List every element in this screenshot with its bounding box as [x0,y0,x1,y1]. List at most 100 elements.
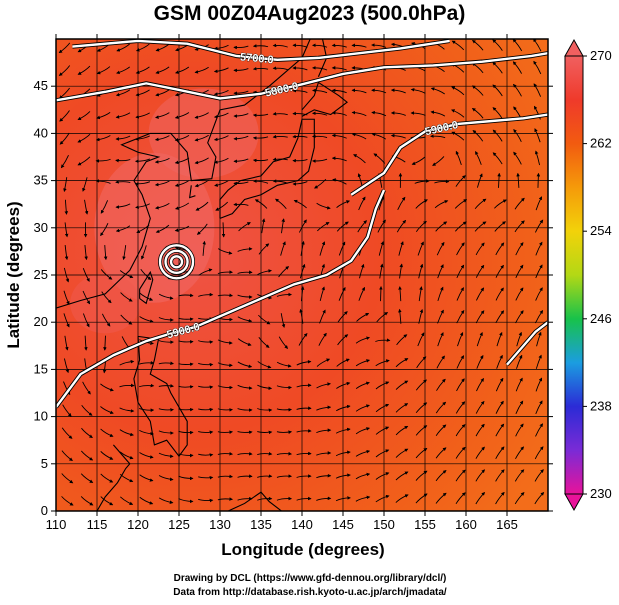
wind-vector [476,332,483,347]
wind-vector [455,446,466,459]
wind-vector [371,43,387,48]
wind-vector [64,222,69,238]
wind-vector [318,332,327,346]
wind-vector [515,400,524,414]
wind-vector [158,384,174,388]
wind-vector [455,175,466,187]
wind-vector [455,424,466,437]
wind-vector [257,474,273,478]
wind-vector [237,247,253,252]
wind-vector [237,384,253,390]
wind-vector [513,151,522,165]
contour-line [350,113,548,196]
wind-vector [512,61,522,74]
wind-vector [436,241,445,256]
coastline [301,81,348,117]
wind-vector [375,403,390,413]
wind-vector [497,172,501,188]
wind-vector [534,105,541,120]
wind-vector [331,43,347,48]
wind-vector [316,382,331,389]
wind-vector [116,43,130,52]
wind-vector [276,496,292,501]
wind-vector [375,472,390,480]
wind-vector [355,472,371,480]
wind-vector [174,180,190,187]
wind-vector [418,308,424,324]
wind-vector [275,198,287,210]
wind-vector [331,156,347,162]
wind-vector [84,245,88,261]
wind-vector [276,430,293,434]
wind-vector [456,264,465,279]
wind-vector [319,286,325,302]
wind-vector [534,128,541,143]
wind-vector [139,360,155,365]
wind-vector [411,156,426,165]
wind-vector [476,354,484,369]
wind-vector [233,181,249,186]
wind-vector [335,450,351,457]
wind-vector [82,313,90,328]
wind-vector [237,270,253,274]
wind-vector [77,133,91,143]
wind-vector [456,287,464,301]
wind-vector [475,310,485,324]
x-tick-label: 155 [414,517,436,532]
wind-vector [535,423,544,437]
wind-vector [276,385,292,390]
wind-vector [64,335,69,351]
wind-vector [139,316,154,323]
wind-vector [257,408,273,412]
wind-vector [432,156,445,166]
wind-vector [476,377,484,392]
wind-vector [298,219,307,233]
wind-vector [316,473,332,479]
y-axis-label: Latitude (degrees) [4,201,23,348]
y-tick-label: 5 [41,456,48,471]
wind-vector [533,83,542,97]
wind-vector [332,178,347,185]
wind-vector [495,446,505,459]
wind-vector [375,338,391,342]
wind-vector [134,158,151,164]
wind-vector [213,135,229,142]
wind-vector [375,359,390,367]
wind-vector [418,286,423,302]
wind-vector [80,450,94,461]
wind-vector [120,314,133,325]
wind-vector [233,202,249,207]
wind-vector [115,203,131,209]
wind-vector [316,496,332,501]
wind-vector [312,88,328,94]
wind-vector [141,245,147,260]
wind-vector [454,221,467,232]
x-tick-label: 140 [291,517,313,532]
wind-vector [375,494,390,503]
wind-vector [237,361,253,369]
wind-vector [81,427,93,438]
x-tick-label: 135 [250,517,272,532]
wind-vector [516,354,523,369]
wind-vector [217,385,233,390]
wind-vector [158,408,174,412]
wind-vector [276,451,293,456]
contour-line [506,321,548,366]
wind-vector [103,335,107,351]
wind-vector [494,199,507,209]
y-tick-label: 25 [34,267,48,282]
wind-vector [492,129,503,142]
warm-region [70,273,141,334]
wind-vector [495,264,504,278]
wind-vector [375,426,390,435]
wind-vector [390,88,406,94]
wind-vector [59,132,70,145]
wind-vector [417,241,424,256]
wind-vector [233,90,249,96]
wind-vector [492,152,503,165]
wind-vector [100,428,114,437]
wind-vector [158,317,174,322]
wind-vector [415,379,427,391]
wind-vector [292,66,308,71]
